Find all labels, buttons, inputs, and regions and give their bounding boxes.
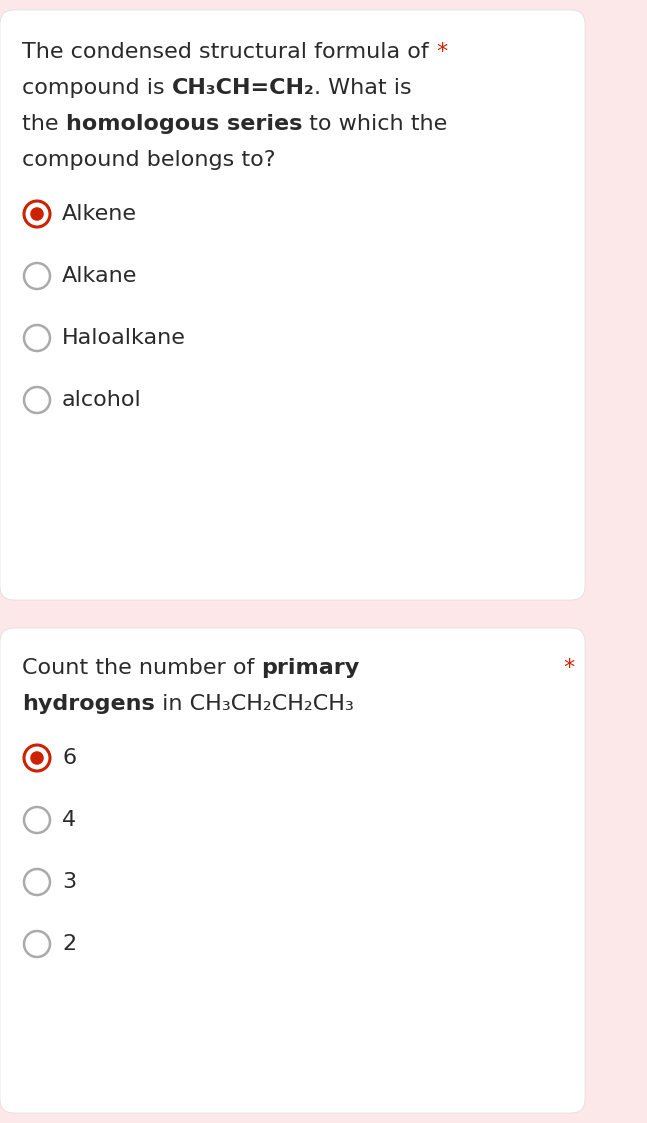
Circle shape [24, 325, 50, 351]
Text: to which the: to which the [302, 115, 447, 134]
Circle shape [24, 931, 50, 957]
Text: 3: 3 [62, 871, 76, 892]
Text: CH₃CH=CH₂: CH₃CH=CH₂ [171, 77, 314, 98]
Text: Count the number of: Count the number of [22, 658, 261, 678]
Text: in CH₃CH₂CH₂CH₃: in CH₃CH₂CH₂CH₃ [155, 694, 354, 714]
Text: 2: 2 [62, 934, 76, 955]
Text: Haloalkane: Haloalkane [62, 328, 186, 348]
Circle shape [30, 208, 44, 221]
Text: the: the [22, 115, 65, 134]
Text: . What is: . What is [314, 77, 412, 98]
FancyBboxPatch shape [0, 10, 585, 600]
Circle shape [24, 869, 50, 895]
Text: compound belongs to?: compound belongs to? [22, 150, 276, 170]
Text: alcohol: alcohol [62, 390, 142, 410]
Text: primary: primary [261, 658, 360, 678]
Text: Alkene: Alkene [62, 204, 137, 223]
Circle shape [24, 201, 50, 227]
Text: hydrogens: hydrogens [22, 694, 155, 714]
Text: 6: 6 [62, 748, 76, 768]
Text: *: * [436, 42, 447, 62]
Circle shape [30, 751, 44, 765]
Text: compound is: compound is [22, 77, 171, 98]
Circle shape [24, 387, 50, 413]
Circle shape [24, 807, 50, 833]
Circle shape [24, 745, 50, 772]
Text: *: * [563, 658, 575, 678]
Text: 4: 4 [62, 810, 76, 830]
Text: homologous series: homologous series [65, 115, 302, 134]
Text: Alkane: Alkane [62, 266, 137, 286]
Circle shape [24, 263, 50, 289]
FancyBboxPatch shape [0, 628, 585, 1113]
Text: The condensed structural formula of: The condensed structural formula of [22, 42, 436, 62]
